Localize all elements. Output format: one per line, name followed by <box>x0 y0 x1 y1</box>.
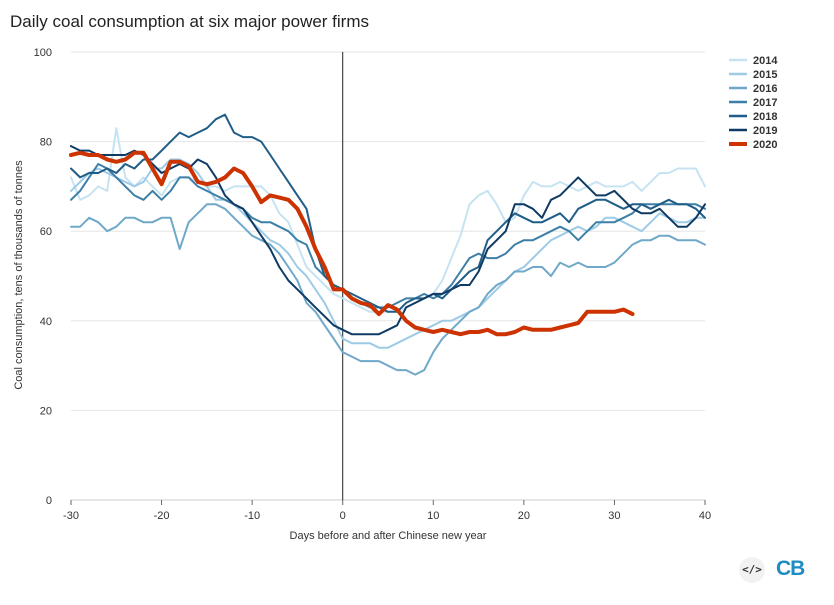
x-tick-label: -30 <box>63 510 79 522</box>
x-tick-label: -20 <box>154 510 170 522</box>
legend-item-2015[interactable]: 2015 <box>729 69 777 81</box>
legend-label: 2020 <box>753 139 777 151</box>
legend[interactable]: 2014 2015 2016 2017 2018 2019 2020 <box>729 55 778 151</box>
y-tick-label: 0 <box>46 495 52 507</box>
x-tick-label: 20 <box>518 510 530 522</box>
y-tick-label: 40 <box>40 316 52 328</box>
gridlines <box>71 51 705 501</box>
legend-item-2014[interactable]: 2014 <box>729 55 778 67</box>
legend-label: 2015 <box>753 69 777 81</box>
y-tick-labels: 0 20 40 60 80 100 <box>34 47 52 507</box>
series-lines <box>69 113 706 376</box>
series-line-2020 <box>69 150 635 337</box>
series-line-2015 <box>70 158 706 349</box>
legend-label: 2016 <box>753 83 777 95</box>
legend-item-2019[interactable]: 2019 <box>729 125 777 137</box>
series-line-2014 <box>70 127 706 313</box>
y-tick-label: 60 <box>40 226 52 238</box>
x-tick-label: -10 <box>244 510 260 522</box>
y-tick-label: 80 <box>40 137 52 149</box>
legend-item-2020[interactable]: 2020 <box>729 139 777 151</box>
legend-label: 2019 <box>753 125 777 137</box>
series-line-2018 <box>70 113 706 313</box>
legend-item-2018[interactable]: 2018 <box>729 111 777 123</box>
x-tick-label: 10 <box>427 510 439 522</box>
x-tick-label: 0 <box>340 510 346 522</box>
x-axis-label: Days before and after Chinese new year <box>290 530 487 542</box>
x-tick-label: 30 <box>608 510 620 522</box>
series-line-2019 <box>70 145 706 336</box>
embed-code-icon[interactable]: </> <box>739 557 765 583</box>
chart-title: Daily coal consumption at six major powe… <box>10 12 370 31</box>
series-line-2016 <box>70 203 706 376</box>
carbon-brief-logo: CB <box>776 557 805 580</box>
legend-label: 2018 <box>753 111 777 123</box>
y-tick-label: 100 <box>34 47 52 59</box>
legend-label: 2017 <box>753 97 777 109</box>
x-tick-label: 40 <box>699 510 711 522</box>
y-axis-label: Coal consumption, tens of thousands of t… <box>13 160 25 390</box>
x-tick-labels: -30 -20 -10 0 10 20 30 40 <box>63 500 711 522</box>
legend-item-2016[interactable]: 2016 <box>729 83 777 95</box>
legend-label: 2014 <box>753 55 778 67</box>
y-tick-label: 20 <box>40 405 52 417</box>
legend-item-2017[interactable]: 2017 <box>729 97 777 109</box>
